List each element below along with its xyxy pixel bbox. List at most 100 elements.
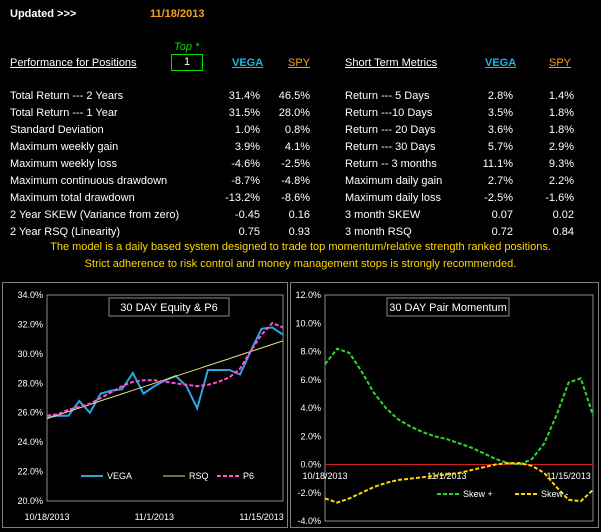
perf-row-label: Total Return --- 1 Year	[10, 107, 118, 119]
x-tick-label: 10/18/2013	[302, 471, 347, 481]
x-tick-label: 11/15/2013	[546, 471, 590, 481]
chart-title-box	[386, 297, 510, 317]
perf-row-label: Maximum total drawdown	[10, 192, 135, 204]
series-line-rsq	[46, 340, 284, 420]
note-line-2: Strict adherence to risk control and mon…	[84, 258, 517, 270]
y-tick-label: 28.0%	[17, 378, 43, 388]
short-row-spy: 9.3%	[548, 158, 574, 170]
perf-row-label: Maximum continuous drawdown	[10, 175, 168, 187]
perf-row-spy: 46.5%	[278, 90, 310, 102]
y-tick-label: 34.0%	[17, 290, 43, 300]
y-tick-label: 22.0%	[17, 467, 43, 477]
perf-row-vega: -13.2%	[225, 192, 260, 204]
short-row-spy: 2.9%	[548, 141, 574, 153]
perf-col-vega: VEGA	[232, 57, 264, 69]
perf-row-vega: 1.0%	[234, 124, 260, 136]
short-row-label: Return -- 3 months	[345, 158, 437, 170]
short-row-vega: 0.72	[491, 226, 513, 238]
perf-row-spy: 0.93	[288, 226, 310, 238]
short-row-vega: 2.8%	[487, 90, 513, 102]
short-row-spy: -1.6%	[545, 192, 574, 204]
short-row-label: Maximum daily loss	[345, 192, 441, 204]
short-row-label: 3 month RSQ	[345, 226, 412, 238]
equity-chart-panel: 20.0% 22.0% 24.0% 26.0% 28.0% 30.0% 32.0% 34.0%…	[2, 282, 288, 528]
short-row-label: Return ---10 Days	[345, 107, 433, 119]
perf-row-label: Total Return --- 2 Years	[10, 90, 124, 102]
x-tick-label: 11/15/2013	[239, 512, 283, 522]
short-row-vega: 3.6%	[487, 124, 513, 136]
short-col-spy: SPY	[549, 57, 572, 69]
short-row-vega: 3.5%	[487, 107, 513, 119]
y-tick-label: 4.0%	[300, 403, 321, 413]
y-tick-label: 26.0%	[17, 408, 43, 418]
update-date: 11/18/2013	[150, 8, 205, 20]
short-row-spy: 1.8%	[548, 107, 574, 119]
perf-row-vega: -0.45	[234, 209, 260, 221]
y-tick-label: 2.0%	[300, 431, 321, 441]
plot-area	[324, 294, 594, 522]
y-tick-label: 12.0%	[295, 290, 321, 300]
perf-row-vega: 31.5%	[228, 107, 260, 119]
short-row-spy: 0.02	[552, 209, 574, 221]
perf-row-vega: 0.75	[238, 226, 260, 238]
short-row-vega: 5.7%	[487, 141, 513, 153]
short-row-vega: 0.07	[491, 209, 513, 221]
legend-label: P6	[243, 471, 254, 481]
short-row-vega: 2.7%	[487, 175, 513, 187]
x-tick-label: 10/18/2013	[24, 512, 69, 522]
y-tick-label: 8.0%	[300, 347, 321, 357]
perf-title: Performance for Positions	[10, 57, 137, 69]
perf-row-label: Standard Deviation	[10, 124, 104, 136]
short-row-spy: 1.8%	[548, 124, 574, 136]
top-value-field[interactable]: 1	[171, 54, 203, 71]
equity-chart: 20.0% 22.0% 24.0% 26.0% 28.0% 30.0% 32.0% 34.0%…	[17, 290, 284, 522]
short-row-spy: 2.2%	[548, 175, 574, 187]
perf-row-spy: 0.8%	[284, 124, 310, 136]
perf-row-vega: 3.9%	[234, 141, 260, 153]
y-tick-label: 6.0%	[300, 375, 321, 385]
short-row-label: Return --- 20 Days	[345, 124, 436, 136]
short-col-vega: VEGA	[485, 57, 517, 69]
series-line-p6	[46, 321, 284, 417]
series-line-skew	[324, 347, 594, 466]
updated-label: Updated >>>	[10, 8, 77, 20]
y-tick-label: 0.0%	[300, 460, 321, 470]
perf-row-spy: 28.0%	[278, 107, 310, 119]
chart-title-box	[108, 297, 230, 317]
short-row-spy: 0.84	[552, 226, 574, 238]
legend-label: Skew +	[463, 489, 493, 499]
perf-row-label: Maximum weekly loss	[10, 158, 117, 170]
y-tick-label: 32.0%	[17, 319, 43, 329]
chart-title: 30 DAY Pair Momentum	[389, 302, 507, 314]
y-tick-label: -2.0%	[297, 488, 321, 498]
perf-row-spy: 4.1%	[284, 141, 310, 153]
perf-row-label: 2 Year SKEW (Variance from zero)	[10, 209, 180, 221]
y-tick-label: -4.0%	[297, 516, 321, 526]
chart-title: 30 DAY Equity & P6	[120, 302, 217, 314]
perf-row-vega: 31.4%	[228, 90, 260, 102]
legend-label: RSQ	[189, 471, 209, 481]
legend-label: VEGA	[107, 471, 132, 481]
perf-row-vega: -8.7%	[231, 175, 260, 187]
y-tick-label: 24.0%	[17, 437, 43, 447]
short-row-vega: -2.5%	[484, 192, 513, 204]
perf-row-label: Maximum weekly gain	[10, 141, 119, 153]
series-line-skew	[324, 462, 594, 504]
short-row-label: 3 month SKEW	[345, 209, 421, 221]
short-row-label: Return --- 30 Days	[345, 141, 436, 153]
short-title: Short Term Metrics	[345, 57, 438, 69]
perf-row-vega: -4.6%	[231, 158, 260, 170]
perf-row-label: 2 Year RSQ (Linearity)	[10, 226, 121, 238]
momentum-chart-panel: -4.0% -2.0% 0.0% 2.0% 4.0% 6.0% 8.0% 10.0% 12.0%…	[290, 282, 599, 528]
momentum-chart: -4.0% -2.0% 0.0% 2.0% 4.0% 6.0% 8.0% 10.0% 12.0%…	[295, 290, 594, 526]
perf-row-spy: 0.16	[288, 209, 310, 221]
perf-col-spy: SPY	[288, 57, 311, 69]
perf-row-spy: -8.6%	[281, 192, 310, 204]
note-line-1: The model is a daily based system design…	[50, 241, 551, 253]
legend-label: Skew -	[541, 489, 569, 499]
plot-area	[46, 294, 284, 502]
short-row-label: Return --- 5 Days	[345, 90, 430, 102]
y-tick-label: 20.0%	[17, 496, 43, 506]
x-tick-label: 11/1/2013	[427, 471, 466, 481]
y-tick-label: 10.0%	[295, 318, 321, 328]
